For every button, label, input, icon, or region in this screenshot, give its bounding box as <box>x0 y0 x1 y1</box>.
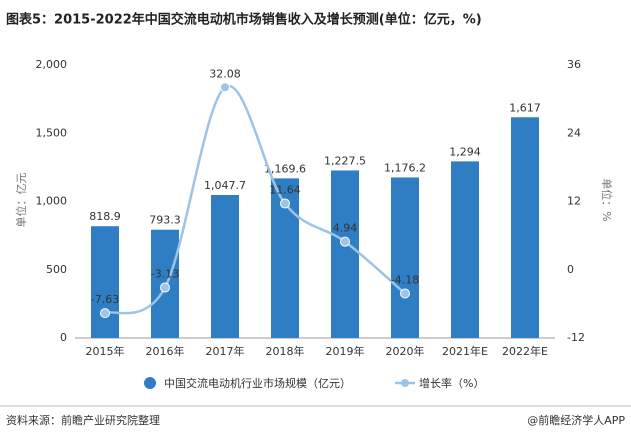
bar <box>451 161 479 338</box>
bar-label: 1,169.6 <box>264 162 306 175</box>
y-tick-label: 0 <box>60 331 67 344</box>
bar-label: 1,227.5 <box>324 154 366 167</box>
bar-label: 1,176.2 <box>384 161 426 174</box>
legend-swatch <box>401 379 409 387</box>
line-point <box>220 82 230 93</box>
y-tick-label: 2,000 <box>36 58 68 71</box>
bar-label: 1,294 <box>449 145 481 158</box>
line-point <box>100 308 110 319</box>
bar-label: 1,047.7 <box>204 179 246 192</box>
bar-label: 793.3 <box>149 214 181 227</box>
y2-tick-label: 12 <box>567 195 581 208</box>
x-tick-label: 2019年 <box>326 344 365 358</box>
y-axis-label: 单位：亿元 <box>14 173 28 228</box>
bar <box>91 226 119 338</box>
bar-label: 818.9 <box>89 210 121 223</box>
line-label: 4.94 <box>333 222 358 235</box>
y2-tick-label: 0 <box>567 263 574 276</box>
x-tick-label: 2016年 <box>146 344 185 358</box>
line-point <box>400 288 410 299</box>
bar <box>331 170 359 338</box>
legend-swatch <box>144 377 156 389</box>
source: 资料来源：前瞻产业研究院整理 <box>6 413 160 427</box>
y2-axis-label: 单位：% <box>600 178 614 221</box>
y2-tick-label: -12 <box>567 331 585 344</box>
y2-tick-label: 24 <box>567 126 581 139</box>
x-tick-label: 2021年E <box>442 344 488 358</box>
chart-title: 图表5：2015-2022年中国交流电动机市场销售收入及增长预测(单位：亿元，%… <box>6 12 482 28</box>
y2-tick-label: 36 <box>567 58 581 71</box>
x-tick-label: 2020年 <box>386 344 425 358</box>
legend-label: 中国交流电动机行业市场规模（亿元） <box>164 376 351 390</box>
line-label: 11.64 <box>269 184 301 197</box>
legend-label: 增长率（%） <box>419 376 484 390</box>
bar <box>511 117 539 338</box>
line-label: -3.13 <box>151 268 179 281</box>
x-tick-label: 2015年 <box>86 344 125 358</box>
line-label: -4.18 <box>391 274 419 287</box>
y-tick-label: 1,000 <box>36 195 68 208</box>
line-point <box>280 198 290 209</box>
y-tick-label: 500 <box>46 263 67 276</box>
line-point <box>160 282 170 293</box>
line-point <box>340 236 350 247</box>
bar <box>211 194 239 338</box>
y-tick-label: 1,500 <box>36 126 68 139</box>
x-tick-label: 2018年 <box>266 344 305 358</box>
line-label: 32.08 <box>209 67 241 80</box>
x-tick-label: 2017年 <box>206 344 245 358</box>
bar-label: 1,617 <box>509 101 541 114</box>
line-label: -7.63 <box>91 293 119 306</box>
x-tick-label: 2022年E <box>502 344 548 358</box>
brand: @前瞻经济学人APP <box>527 413 625 427</box>
bar <box>391 177 419 338</box>
